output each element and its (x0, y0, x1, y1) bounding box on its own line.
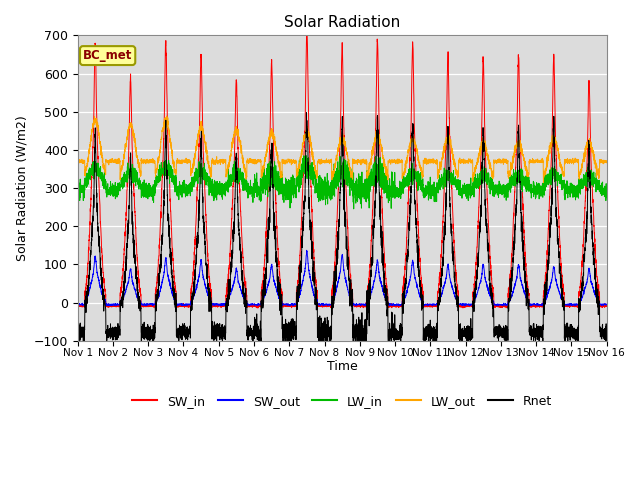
SW_out (323, 302, 330, 308)
SW_in (74, 304, 81, 310)
LW_out (431, 158, 439, 164)
LW_out (163, 113, 170, 119)
Rnet (303, 110, 310, 116)
Text: BC_met: BC_met (83, 49, 132, 62)
LW_out (74, 159, 81, 165)
LW_in (491, 191, 499, 196)
LW_in (603, 181, 611, 187)
Line: Rnet: Rnet (77, 113, 607, 351)
LW_out (461, 158, 468, 164)
SW_in (602, 302, 610, 308)
LW_out (602, 159, 610, 165)
Y-axis label: Solar Radiation (W/m2): Solar Radiation (W/m2) (15, 115, 28, 261)
SW_out (74, 301, 81, 307)
SW_out (491, 301, 499, 307)
LW_in (602, 181, 610, 187)
LW_in (169, 167, 177, 172)
SW_in (491, 302, 499, 308)
X-axis label: Time: Time (327, 360, 358, 373)
SW_in (169, 256, 177, 262)
SW_out (352, 303, 360, 309)
SW_in (323, 304, 330, 310)
Line: SW_out: SW_out (77, 250, 607, 306)
Rnet (603, 323, 611, 329)
SW_out (602, 302, 610, 308)
SW_out (169, 292, 177, 298)
SW_in (254, 305, 262, 311)
SW_out (461, 301, 468, 307)
Rnet (602, 321, 610, 327)
SW_in (461, 304, 468, 310)
Rnet (461, 327, 468, 333)
Legend: SW_in, SW_out, LW_in, LW_out, Rnet: SW_in, SW_out, LW_in, LW_out, Rnet (127, 390, 557, 413)
Rnet (358, 348, 365, 354)
SW_out (303, 247, 310, 253)
SW_in (431, 303, 439, 309)
LW_in (431, 190, 439, 196)
Rnet (169, 273, 177, 278)
LW_out (169, 161, 177, 167)
LW_out (491, 160, 499, 166)
LW_out (323, 159, 330, 165)
LW_out (603, 160, 611, 166)
Rnet (491, 331, 499, 336)
LW_out (540, 180, 547, 185)
Rnet (431, 334, 439, 339)
Title: Solar Radiation: Solar Radiation (284, 15, 400, 30)
SW_out (431, 301, 439, 307)
Line: SW_in: SW_in (77, 36, 607, 308)
Rnet (74, 328, 81, 334)
Line: LW_out: LW_out (77, 116, 607, 182)
LW_in (74, 185, 81, 191)
SW_in (603, 303, 611, 309)
SW_out (603, 302, 611, 308)
Line: LW_in: LW_in (77, 156, 607, 209)
LW_in (350, 206, 358, 212)
LW_in (461, 184, 468, 190)
LW_in (302, 153, 310, 158)
LW_in (323, 195, 330, 201)
Rnet (323, 336, 330, 342)
SW_in (303, 33, 310, 38)
